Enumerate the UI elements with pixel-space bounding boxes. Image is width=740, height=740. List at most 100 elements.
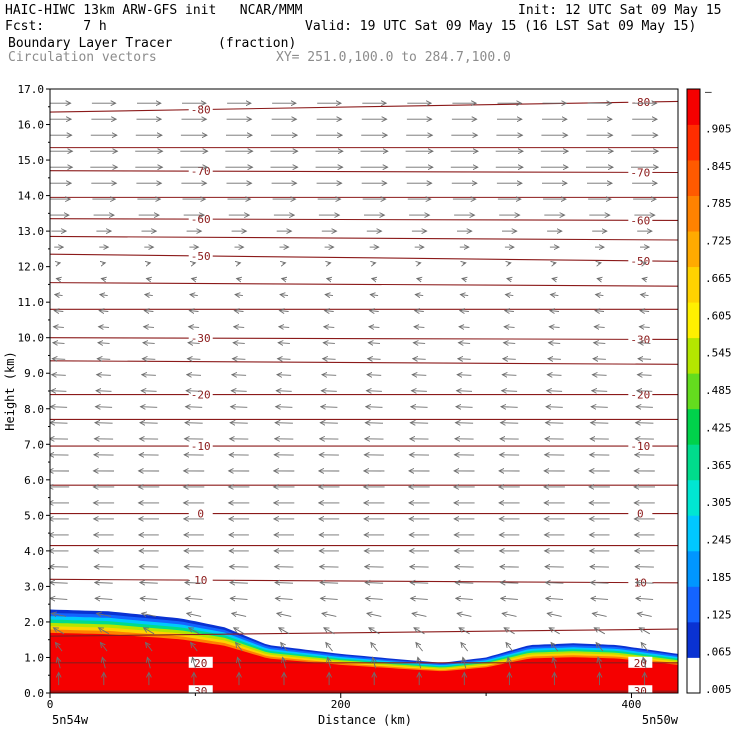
circulation-vector bbox=[53, 343, 65, 344]
vector-field-name: Circulation vectors bbox=[8, 50, 157, 65]
circulation-vector bbox=[547, 375, 562, 376]
circulation-vector bbox=[55, 643, 63, 652]
contour-label-bg bbox=[188, 165, 213, 177]
circulation-vector bbox=[591, 598, 609, 599]
circulation-vector bbox=[143, 343, 155, 344]
colorbar-frame bbox=[686, 88, 701, 694]
circulation-vector bbox=[636, 598, 654, 599]
circulation-vector bbox=[456, 407, 473, 408]
circulation-vector bbox=[504, 327, 515, 328]
circulation-vector bbox=[97, 375, 111, 376]
circulation-vector bbox=[188, 343, 200, 344]
contour-label: -10 bbox=[191, 440, 211, 453]
circulation-vector bbox=[369, 327, 380, 328]
circulation-vector bbox=[234, 311, 244, 312]
contour-label-bg bbox=[188, 685, 213, 693]
contour-line bbox=[50, 578, 678, 584]
model-title: HAIC-HIWC 13km ARW-GFS init NCAR/MMM bbox=[5, 3, 303, 18]
circulation-vector bbox=[100, 295, 108, 296]
circulation-vector bbox=[95, 423, 113, 424]
circulation-vector bbox=[639, 628, 651, 635]
contour-label: -30 bbox=[191, 332, 211, 345]
y-tick-label: 4.0 bbox=[24, 545, 44, 558]
circulation-vector bbox=[643, 263, 646, 264]
contour-label-bg bbox=[628, 656, 653, 668]
circulation-vector bbox=[504, 628, 515, 635]
circulation-vector bbox=[50, 583, 68, 584]
circulation-vector bbox=[418, 657, 421, 669]
circulation-vector bbox=[636, 423, 654, 424]
y-tick-label: 16.0 bbox=[18, 119, 45, 132]
contour-label-bg bbox=[188, 656, 213, 668]
circulation-vector bbox=[51, 391, 67, 392]
circulation-vector bbox=[508, 263, 511, 264]
contour-label: 30 bbox=[194, 685, 207, 698]
colorbar-label: .365 bbox=[705, 459, 732, 472]
circulation-vector bbox=[144, 327, 155, 328]
circulation-vector bbox=[461, 643, 469, 652]
circulation-vector bbox=[189, 311, 199, 312]
circulation-vector bbox=[591, 583, 609, 584]
circulation-vector bbox=[142, 375, 156, 376]
contour-label-bg bbox=[628, 388, 653, 400]
circulation-vector bbox=[501, 598, 518, 599]
circulation-vector bbox=[549, 327, 560, 328]
x-left-end-label: 5n54w bbox=[52, 713, 89, 727]
contour-label: -50 bbox=[630, 255, 650, 268]
circulation-vector bbox=[283, 657, 286, 669]
colorbar-label: .065 bbox=[705, 646, 732, 659]
circulation-vector bbox=[592, 391, 608, 392]
colorbar-swatch bbox=[687, 657, 700, 694]
circulation-vector bbox=[234, 327, 245, 328]
circulation-vector bbox=[50, 423, 68, 424]
circulation-vector bbox=[548, 359, 561, 360]
circulation-vector bbox=[506, 295, 514, 296]
x-right-end-label: 5n50w bbox=[642, 713, 679, 727]
circulation-vector bbox=[547, 613, 562, 616]
colorbar-swatch bbox=[687, 479, 700, 516]
colorbar-label: .725 bbox=[705, 235, 732, 248]
circulation-vector bbox=[280, 311, 289, 312]
circulation-vector bbox=[641, 643, 649, 652]
circulation-vector bbox=[275, 423, 293, 424]
contour-label-bg bbox=[628, 685, 653, 693]
circulation-vector bbox=[463, 263, 466, 264]
circulation-vector bbox=[410, 423, 429, 424]
circulation-vector bbox=[97, 613, 111, 616]
circulation-vector bbox=[321, 407, 338, 408]
contour-label-bg bbox=[188, 103, 213, 115]
circulation-vector bbox=[50, 407, 68, 408]
y-tick-label: 15.0 bbox=[18, 154, 45, 167]
circulation-vector bbox=[278, 359, 291, 360]
circulation-vector bbox=[279, 327, 290, 328]
init-time: Init: 12 UTC Sat 09 May 15 bbox=[518, 3, 722, 18]
y-tick-label: 17.0 bbox=[18, 83, 45, 96]
colorbar-label: .785 bbox=[705, 197, 732, 210]
colorbar-label: .545 bbox=[705, 347, 732, 360]
circulation-vector bbox=[231, 391, 247, 392]
y-tick-label: 3.0 bbox=[24, 580, 44, 593]
colorbar-label: .485 bbox=[705, 384, 732, 397]
circulation-vector bbox=[368, 343, 381, 344]
circulation-vector bbox=[553, 657, 556, 669]
circulation-vector bbox=[501, 423, 519, 424]
contour-label: -20 bbox=[191, 389, 211, 402]
circulation-vector bbox=[412, 375, 427, 376]
circulation-vector bbox=[192, 279, 197, 280]
contour-label: 20 bbox=[194, 657, 207, 670]
circulation-vector bbox=[50, 598, 68, 599]
y-tick-label: 7.0 bbox=[24, 438, 44, 451]
circulation-vector bbox=[502, 391, 518, 392]
circulation-vector bbox=[640, 311, 650, 312]
circulation-vector bbox=[372, 279, 377, 280]
circulation-vector bbox=[642, 279, 647, 280]
circulation-vector bbox=[100, 643, 108, 652]
circulation-vector bbox=[233, 343, 245, 344]
circulation-vector bbox=[504, 343, 516, 344]
colorbar-label: – bbox=[705, 85, 712, 98]
circulation-vector bbox=[410, 583, 429, 584]
circulation-vector bbox=[52, 359, 66, 360]
circulation-vector bbox=[193, 263, 196, 264]
circulation-vector bbox=[96, 391, 112, 392]
circulation-vector bbox=[456, 423, 474, 424]
